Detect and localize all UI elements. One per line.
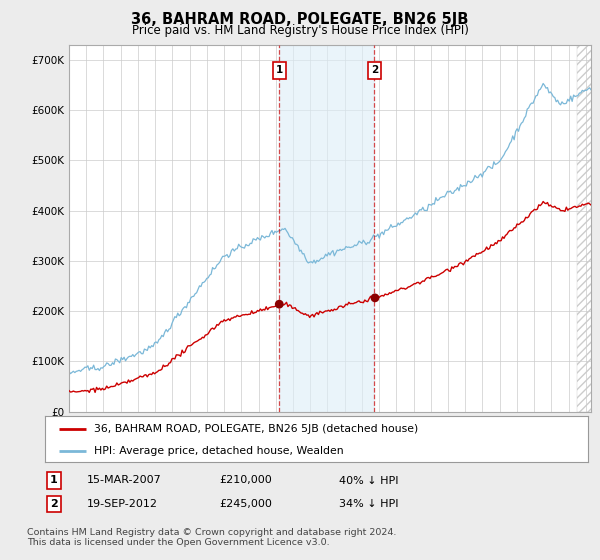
Text: 34% ↓ HPI: 34% ↓ HPI xyxy=(339,499,398,509)
Text: 19-SEP-2012: 19-SEP-2012 xyxy=(87,499,158,509)
Text: 2: 2 xyxy=(50,499,58,509)
Text: 2: 2 xyxy=(371,66,378,76)
Text: £210,000: £210,000 xyxy=(219,475,272,486)
Text: 1: 1 xyxy=(50,475,58,486)
Text: £245,000: £245,000 xyxy=(219,499,272,509)
Text: 40% ↓ HPI: 40% ↓ HPI xyxy=(339,475,398,486)
Bar xyxy=(577,45,599,412)
Text: HPI: Average price, detached house, Wealden: HPI: Average price, detached house, Weal… xyxy=(94,446,343,455)
Point xyxy=(370,293,380,302)
Bar xyxy=(280,45,374,412)
Text: 15-MAR-2007: 15-MAR-2007 xyxy=(87,475,162,486)
Text: Price paid vs. HM Land Registry's House Price Index (HPI): Price paid vs. HM Land Registry's House … xyxy=(131,24,469,36)
Text: 36, BAHRAM ROAD, POLEGATE, BN26 5JB: 36, BAHRAM ROAD, POLEGATE, BN26 5JB xyxy=(131,12,469,27)
Text: 36, BAHRAM ROAD, POLEGATE, BN26 5JB (detached house): 36, BAHRAM ROAD, POLEGATE, BN26 5JB (det… xyxy=(94,424,418,434)
Point xyxy=(274,300,284,309)
Text: 1: 1 xyxy=(276,66,283,76)
Text: Contains HM Land Registry data © Crown copyright and database right 2024.
This d: Contains HM Land Registry data © Crown c… xyxy=(27,528,397,547)
